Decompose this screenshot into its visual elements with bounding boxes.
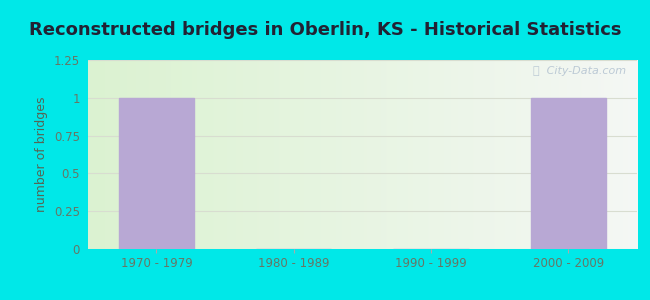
Y-axis label: number of bridges: number of bridges: [36, 97, 49, 212]
Bar: [530, 98, 606, 249]
Text: ⓘ  City-Data.com: ⓘ City-Data.com: [533, 66, 626, 76]
Text: Reconstructed bridges in Oberlin, KS - Historical Statistics: Reconstructed bridges in Oberlin, KS - H…: [29, 21, 621, 39]
Bar: [119, 98, 194, 249]
